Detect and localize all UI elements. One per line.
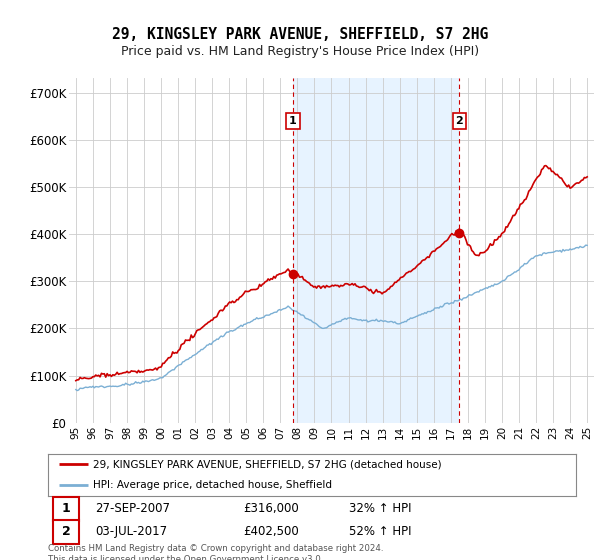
Text: 2: 2: [455, 116, 463, 126]
Text: Contains HM Land Registry data © Crown copyright and database right 2024.
This d: Contains HM Land Registry data © Crown c…: [48, 544, 383, 560]
Text: £402,500: £402,500: [244, 525, 299, 538]
Text: 1: 1: [289, 116, 297, 126]
Bar: [293, 78, 460, 423]
Text: 29, KINGSLEY PARK AVENUE, SHEFFIELD, S7 2HG: 29, KINGSLEY PARK AVENUE, SHEFFIELD, S7 …: [112, 27, 488, 42]
Text: 1: 1: [62, 502, 70, 515]
Text: 03-JUL-2017: 03-JUL-2017: [95, 525, 167, 538]
Bar: [53, 497, 79, 521]
Text: 52% ↑ HPI: 52% ↑ HPI: [349, 525, 412, 538]
Text: £316,000: £316,000: [244, 502, 299, 515]
Text: Price paid vs. HM Land Registry's House Price Index (HPI): Price paid vs. HM Land Registry's House …: [121, 45, 479, 58]
Text: 32% ↑ HPI: 32% ↑ HPI: [349, 502, 412, 515]
Text: HPI: Average price, detached house, Sheffield: HPI: Average price, detached house, Shef…: [93, 480, 332, 490]
Text: 27-SEP-2007: 27-SEP-2007: [95, 502, 170, 515]
Bar: [53, 520, 79, 544]
Text: 29, KINGSLEY PARK AVENUE, SHEFFIELD, S7 2HG (detached house): 29, KINGSLEY PARK AVENUE, SHEFFIELD, S7 …: [93, 459, 442, 469]
Text: 2: 2: [62, 525, 70, 538]
